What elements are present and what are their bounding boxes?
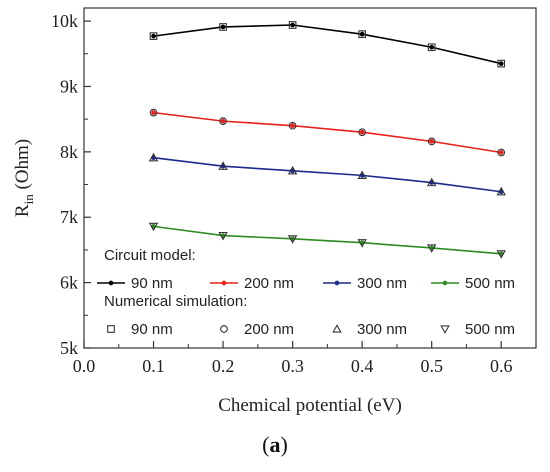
circuit-point [498, 150, 504, 155]
y-tick-label: 8k [60, 142, 78, 162]
legend-circuit-label: 300 nm [357, 275, 407, 292]
simulation-point [496, 250, 506, 259]
legend-simulation-label: 90 nm [131, 321, 173, 338]
legend-simulation-marker [220, 325, 228, 333]
legend-circuit-marker [108, 280, 114, 286]
series-lines [153, 24, 502, 255]
y-axis-title-main: R [12, 204, 33, 217]
legend-numerical-title: Numerical simulation: [104, 293, 247, 310]
legend-circuit-label: 200 nm [244, 275, 294, 292]
legend-simulation-label: 500 nm [465, 321, 515, 338]
simulation-point [358, 128, 367, 137]
simulation-point [427, 43, 436, 52]
circuit-point [290, 22, 295, 28]
simulation-point [497, 59, 506, 68]
simulation-point [288, 121, 297, 130]
y-axis-title: Rin (Ohm) [12, 139, 36, 217]
series-line [153, 156, 502, 193]
simulation-point [219, 23, 227, 31]
x-tick-label: 0.5 [420, 356, 443, 376]
figure-caption: (a) [0, 432, 550, 458]
circuit-point [429, 44, 435, 50]
simulation-point [219, 117, 227, 125]
plot-area [83, 7, 537, 349]
series-markers [148, 21, 506, 259]
legend-circuit-marker [442, 280, 448, 286]
y-axis-title-unit: (Ohm) [12, 139, 33, 194]
caption-open: ( [262, 432, 270, 457]
x-axis-title: Chemical potential (eV) [218, 395, 402, 416]
y-tick-label: 5k [60, 338, 78, 358]
legend-simulation-label: 200 nm [244, 321, 294, 338]
circuit-point [151, 110, 156, 115]
circuit-point [220, 118, 226, 124]
circuit-point [290, 123, 295, 129]
x-tick-label: 0.6 [490, 356, 513, 376]
circuit-point [220, 24, 226, 30]
series-line [153, 111, 502, 154]
legend-circuit-label: 90 nm [131, 275, 173, 292]
legend-circuit-label: 500 nm [465, 275, 515, 292]
simulation-point [426, 244, 437, 253]
legend-simulation-marker [107, 325, 115, 333]
y-tick-label: 7k [60, 207, 78, 227]
simulation-point [148, 152, 159, 162]
circuit-point [359, 129, 365, 135]
simulation-point [149, 108, 158, 117]
x-tick-label: 0.2 [212, 356, 235, 376]
simulation-point [496, 186, 506, 196]
simulation-point [497, 148, 506, 157]
simulation-point [358, 30, 367, 39]
x-tick-label: 0.3 [281, 356, 304, 376]
legend-simulation-marker [332, 324, 342, 333]
simulation-point [357, 239, 367, 248]
legend-circuit-marker [334, 280, 340, 286]
circuit-point [359, 31, 365, 37]
y-axis-ticks: 5k 6k 7k 8k 9k 10k [51, 11, 91, 358]
y-tick-label: 6k [60, 273, 78, 293]
series-line [153, 225, 502, 255]
simulation-point [287, 165, 298, 175]
simulation-point [148, 222, 159, 232]
simulation-point [218, 231, 228, 241]
legend-simulation-marker [440, 325, 450, 334]
simulation-point [287, 235, 298, 244]
y-axis-title-sub: in [21, 194, 36, 205]
circuit-point [151, 33, 156, 39]
chart: 0.0 0.1 0.2 0.3 0.4 0.5 0.6 5k 6k 7k 8k 9k 10k Circ… [12, 7, 537, 416]
simulation-point [288, 21, 297, 29]
x-axis-ticks: 0.0 0.1 0.2 0.3 0.4 0.5 0.6 [73, 341, 513, 376]
x-tick-label: 0.0 [73, 356, 96, 376]
x-tick-label: 0.4 [351, 356, 374, 376]
y-tick-label: 10k [51, 11, 78, 31]
legend-circuit-title: Circuit model: [104, 247, 196, 264]
circuit-point [498, 61, 504, 66]
legend: Circuit model:Numerical simulation:90 nm… [97, 247, 515, 338]
simulation-point [426, 177, 437, 187]
series-line [153, 24, 502, 65]
simulation-point [218, 161, 228, 170]
x-tick-label: 0.1 [142, 356, 165, 376]
circuit-point [429, 139, 435, 144]
y-tick-label: 9k [60, 76, 78, 96]
simulation-point [149, 32, 158, 40]
legend-simulation-label: 300 nm [357, 321, 407, 338]
simulation-point [427, 137, 436, 146]
simulation-point [357, 170, 367, 179]
legend-circuit-marker [221, 280, 227, 286]
caption-close: ) [280, 432, 288, 457]
caption-letter: a [269, 432, 281, 457]
